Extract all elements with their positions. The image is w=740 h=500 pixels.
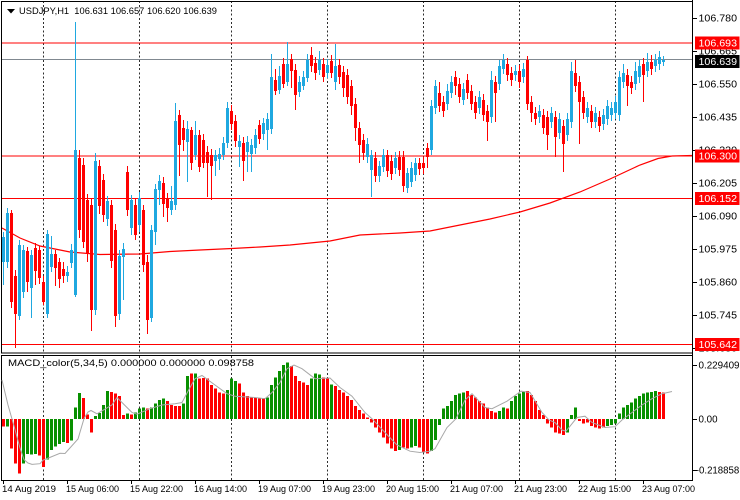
- svg-text:23 Aug 07:00: 23 Aug 07:00: [642, 484, 695, 495]
- svg-text:16 Aug 14:00: 16 Aug 14:00: [194, 484, 247, 495]
- svg-text:15 Aug 22:00: 15 Aug 22:00: [130, 484, 183, 495]
- svg-text:105.975: 105.975: [699, 245, 738, 256]
- svg-text:106.665: 106.665: [699, 47, 738, 58]
- svg-text:22 Aug 15:00: 22 Aug 15:00: [578, 484, 631, 495]
- svg-text:106.300: 106.300: [699, 152, 738, 163]
- svg-text:15 Aug 06:00: 15 Aug 06:00: [66, 484, 119, 495]
- svg-text:14 Aug 2019: 14 Aug 2019: [2, 484, 56, 495]
- svg-text:105.642: 105.642: [699, 340, 738, 351]
- svg-text:105.860: 105.860: [699, 278, 738, 289]
- svg-text:21 Aug 23:00: 21 Aug 23:00: [514, 484, 567, 495]
- svg-text:106.780: 106.780: [699, 14, 738, 25]
- svg-text:106.205: 106.205: [699, 179, 738, 190]
- svg-text:106.693: 106.693: [699, 39, 738, 50]
- svg-text:106.435: 106.435: [699, 113, 738, 124]
- svg-text:106.639: 106.639: [699, 57, 738, 68]
- svg-text:0.00: 0.00: [699, 415, 719, 426]
- svg-text:0.229409: 0.229409: [699, 361, 740, 372]
- svg-text:21 Aug 07:00: 21 Aug 07:00: [450, 484, 503, 495]
- svg-text:106.090: 106.090: [699, 212, 738, 223]
- svg-text:20 Aug 15:00: 20 Aug 15:00: [386, 484, 439, 495]
- svg-text:106.152: 106.152: [699, 194, 738, 205]
- svg-text:-0.218858: -0.218858: [696, 466, 740, 477]
- svg-text:106.550: 106.550: [699, 80, 738, 91]
- svg-text:19 Aug 23:00: 19 Aug 23:00: [322, 484, 375, 495]
- svg-text:MACD_color(5,34,5) 0.000000 0.: MACD_color(5,34,5) 0.000000 0.000000 0.0…: [8, 358, 254, 369]
- svg-text:19 Aug 07:00: 19 Aug 07:00: [258, 484, 311, 495]
- svg-text:USDJPY,H1 106.631 106.657 106: USDJPY,H1 106.631 106.657 106.620 106.63…: [19, 6, 217, 17]
- svg-text:105.745: 105.745: [699, 311, 738, 322]
